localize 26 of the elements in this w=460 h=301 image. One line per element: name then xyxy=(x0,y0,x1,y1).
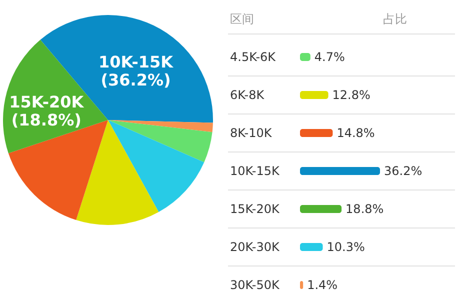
y-axis-title: 区间 xyxy=(230,12,254,26)
bar xyxy=(300,205,342,213)
bar xyxy=(300,91,328,99)
data-label: 12.8% xyxy=(332,88,370,102)
bar xyxy=(300,167,380,175)
data-label: 4.7% xyxy=(314,50,345,64)
y-tick-label: 30K-50K xyxy=(230,278,280,292)
data-label: 15K-20K (18.8%) xyxy=(9,92,84,130)
data-label: 10K-15K (36.2%) xyxy=(98,52,174,90)
bar xyxy=(300,243,323,251)
y-tick-label: 8K-10K xyxy=(230,126,273,140)
data-label: 10.3% xyxy=(326,240,365,254)
data-label: 36.2% xyxy=(384,164,422,178)
y-tick-label: 4.5K-6K xyxy=(230,50,277,64)
y-tick-label: 10K-15K xyxy=(230,164,280,178)
y-tick-label: 6K-8K xyxy=(230,88,266,102)
data-label: 1.4% xyxy=(307,278,338,292)
y-tick-label: 20K-30K xyxy=(230,240,280,254)
bar xyxy=(300,129,333,137)
pie-slice xyxy=(108,120,213,132)
pie-slice xyxy=(108,120,204,212)
data-label: 18.8% xyxy=(346,202,384,216)
pie-slice xyxy=(108,120,212,162)
data-label: 14.8% xyxy=(336,126,375,140)
y-tick-label: 15K-20K xyxy=(230,202,280,216)
text: 占比 xyxy=(383,12,407,26)
